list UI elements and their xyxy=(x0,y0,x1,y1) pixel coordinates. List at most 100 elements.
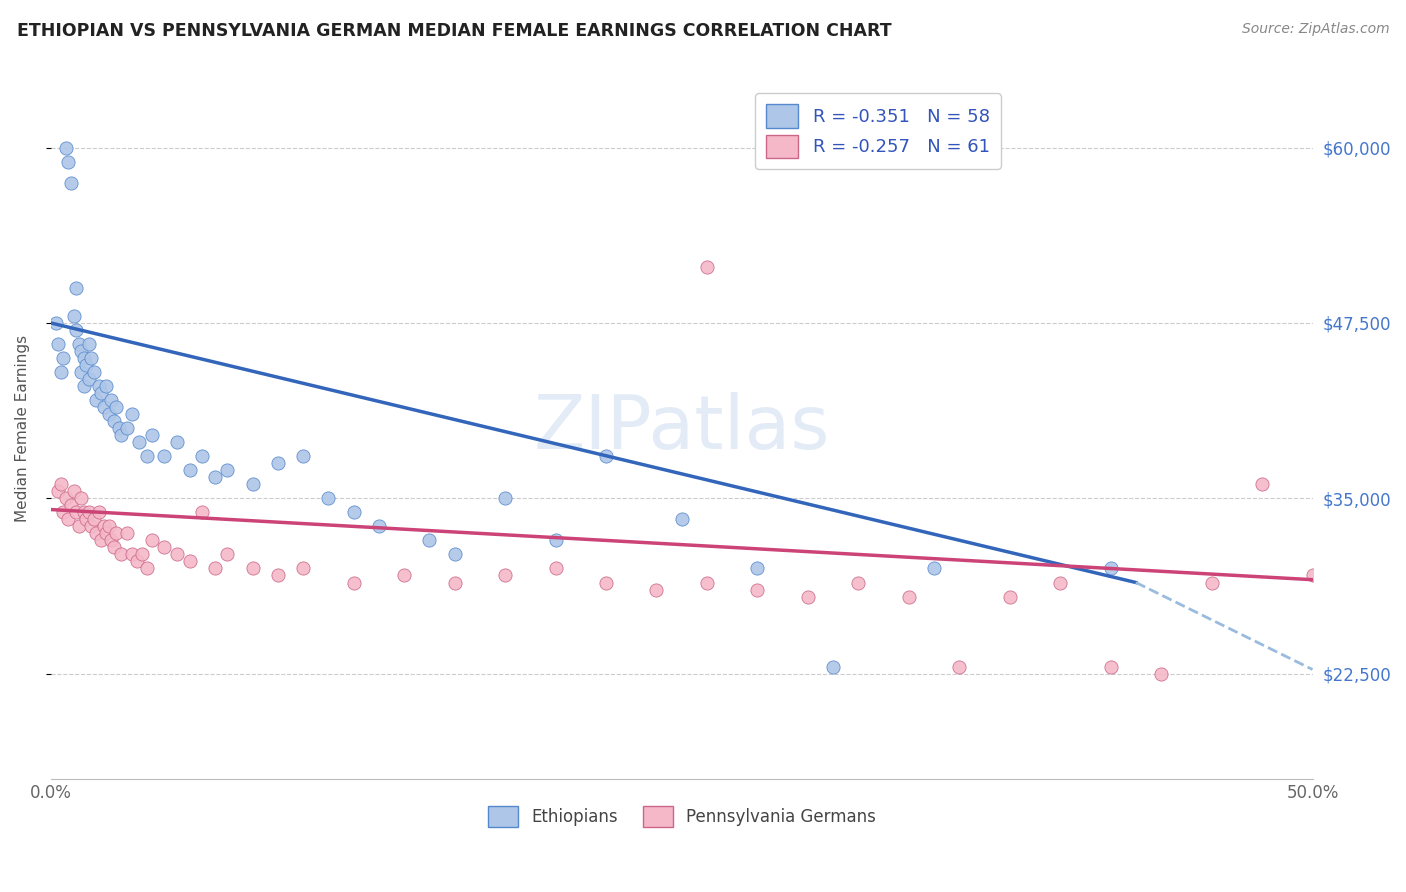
Point xyxy=(367,519,389,533)
Point xyxy=(100,533,122,548)
Point xyxy=(179,554,201,568)
Point xyxy=(60,176,83,190)
Point xyxy=(72,351,94,365)
Point xyxy=(131,548,153,562)
Point xyxy=(70,365,93,379)
Point xyxy=(58,154,80,169)
Point xyxy=(846,575,869,590)
Point xyxy=(84,526,107,541)
Point xyxy=(72,505,94,519)
Point xyxy=(343,505,366,519)
Point xyxy=(121,548,143,562)
Point xyxy=(65,281,87,295)
Point xyxy=(96,526,118,541)
Point xyxy=(204,470,226,484)
Point xyxy=(135,561,157,575)
Legend: Ethiopians, Pennsylvania Germans: Ethiopians, Pennsylvania Germans xyxy=(481,799,883,834)
Point xyxy=(105,400,128,414)
Point xyxy=(45,316,67,330)
Point xyxy=(48,337,70,351)
Point xyxy=(97,407,120,421)
Point xyxy=(696,260,718,274)
Point xyxy=(747,561,769,575)
Point xyxy=(93,519,115,533)
Point xyxy=(645,582,668,597)
Point xyxy=(90,386,112,401)
Point xyxy=(87,379,110,393)
Point xyxy=(696,575,718,590)
Point xyxy=(75,512,97,526)
Point xyxy=(103,414,125,428)
Point xyxy=(55,140,77,154)
Point xyxy=(242,561,264,575)
Point xyxy=(70,491,93,506)
Point xyxy=(83,512,105,526)
Point xyxy=(93,400,115,414)
Point xyxy=(1302,568,1324,582)
Point xyxy=(166,435,188,450)
Point xyxy=(84,393,107,408)
Point xyxy=(58,512,80,526)
Point xyxy=(77,337,100,351)
Point xyxy=(292,449,315,463)
Point xyxy=(55,491,77,506)
Point xyxy=(494,491,516,506)
Point xyxy=(108,421,131,435)
Point xyxy=(897,590,920,604)
Point xyxy=(544,561,567,575)
Point xyxy=(67,519,90,533)
Point xyxy=(65,323,87,337)
Point xyxy=(191,449,214,463)
Point xyxy=(267,456,290,470)
Point xyxy=(52,351,75,365)
Point xyxy=(115,526,138,541)
Point xyxy=(823,659,845,673)
Point xyxy=(191,505,214,519)
Point xyxy=(48,484,70,499)
Point xyxy=(135,449,157,463)
Point xyxy=(49,477,72,491)
Point xyxy=(65,505,87,519)
Point xyxy=(392,568,415,582)
Point xyxy=(797,590,820,604)
Point xyxy=(292,561,315,575)
Point xyxy=(998,590,1021,604)
Point xyxy=(494,568,516,582)
Point xyxy=(77,505,100,519)
Point xyxy=(671,512,693,526)
Point xyxy=(52,505,75,519)
Point xyxy=(922,561,945,575)
Point xyxy=(1049,575,1071,590)
Point xyxy=(125,554,148,568)
Point xyxy=(97,519,120,533)
Point xyxy=(80,351,103,365)
Point xyxy=(179,463,201,477)
Point xyxy=(1201,575,1223,590)
Point xyxy=(70,344,93,359)
Point xyxy=(62,484,84,499)
Point xyxy=(90,533,112,548)
Point xyxy=(72,379,94,393)
Point xyxy=(103,541,125,555)
Point xyxy=(204,561,226,575)
Point xyxy=(153,541,176,555)
Text: Source: ZipAtlas.com: Source: ZipAtlas.com xyxy=(1241,22,1389,37)
Y-axis label: Median Female Earnings: Median Female Earnings xyxy=(15,334,30,522)
Point xyxy=(544,533,567,548)
Point xyxy=(121,407,143,421)
Point xyxy=(96,379,118,393)
Point xyxy=(83,365,105,379)
Point xyxy=(153,449,176,463)
Point xyxy=(217,463,239,477)
Point xyxy=(141,428,163,442)
Point xyxy=(49,365,72,379)
Point xyxy=(1251,477,1274,491)
Point xyxy=(1150,666,1173,681)
Point xyxy=(1099,561,1122,575)
Point xyxy=(110,548,132,562)
Point xyxy=(75,358,97,372)
Point xyxy=(595,575,617,590)
Point xyxy=(110,428,132,442)
Point xyxy=(747,582,769,597)
Point xyxy=(105,526,128,541)
